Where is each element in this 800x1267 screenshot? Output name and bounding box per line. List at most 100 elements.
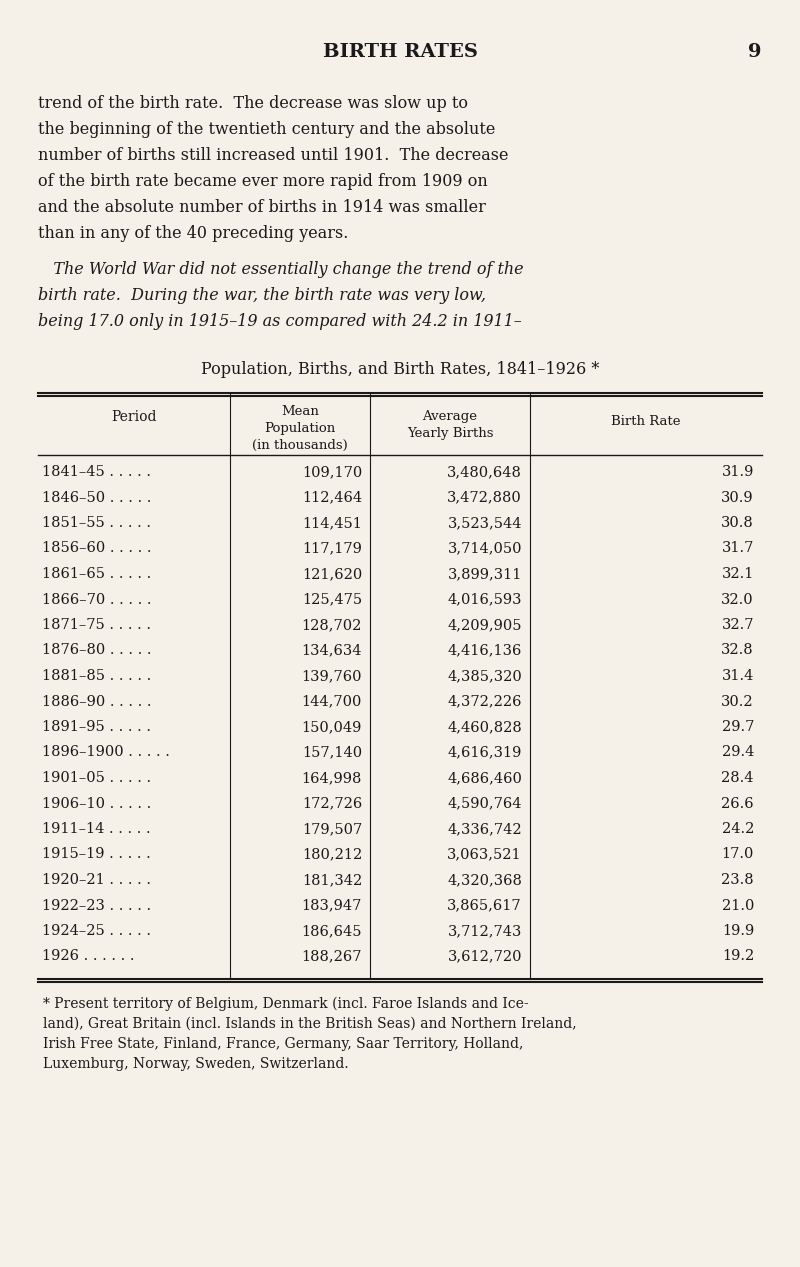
Text: 21.0: 21.0 <box>722 898 754 912</box>
Text: 109,170: 109,170 <box>302 465 362 479</box>
Text: 31.9: 31.9 <box>722 465 754 479</box>
Text: 23.8: 23.8 <box>722 873 754 887</box>
Text: 179,507: 179,507 <box>302 822 362 836</box>
Text: 1856–60 . . . . .: 1856–60 . . . . . <box>42 541 151 555</box>
Text: 3,523,544: 3,523,544 <box>447 516 522 530</box>
Text: 188,267: 188,267 <box>302 949 362 963</box>
Text: 1866–70 . . . . .: 1866–70 . . . . . <box>42 593 151 607</box>
Text: 1922–23 . . . . .: 1922–23 . . . . . <box>42 898 151 912</box>
Text: Irish Free State, Finland, France, Germany, Saar Territory, Holland,: Irish Free State, Finland, France, Germa… <box>43 1036 523 1052</box>
Text: 144,700: 144,700 <box>302 694 362 708</box>
Text: 3,612,720: 3,612,720 <box>447 949 522 963</box>
Text: 117,179: 117,179 <box>302 541 362 555</box>
Text: 32.8: 32.8 <box>722 644 754 658</box>
Text: than in any of the 40 preceding years.: than in any of the 40 preceding years. <box>38 226 348 242</box>
Text: 1861–65 . . . . .: 1861–65 . . . . . <box>42 568 151 582</box>
Text: 1896–1900 . . . . .: 1896–1900 . . . . . <box>42 745 170 759</box>
Text: 1911–14 . . . . .: 1911–14 . . . . . <box>42 822 150 836</box>
Text: Mean
Population
(in thousands): Mean Population (in thousands) <box>252 405 348 452</box>
Text: 4,209,905: 4,209,905 <box>447 618 522 632</box>
Text: 3,472,880: 3,472,880 <box>447 490 522 504</box>
Text: 1891–95 . . . . .: 1891–95 . . . . . <box>42 720 151 734</box>
Text: 139,760: 139,760 <box>302 669 362 683</box>
Text: 28.4: 28.4 <box>722 772 754 786</box>
Text: 24.2: 24.2 <box>722 822 754 836</box>
Text: 31.4: 31.4 <box>722 669 754 683</box>
Text: 29.4: 29.4 <box>722 745 754 759</box>
Text: 1871–75 . . . . .: 1871–75 . . . . . <box>42 618 151 632</box>
Text: number of births still increased until 1901.  The decrease: number of births still increased until 1… <box>38 147 509 163</box>
Text: * Present territory of Belgium, Denmark (incl. Faroe Islands and Ice-: * Present territory of Belgium, Denmark … <box>43 997 529 1011</box>
Text: 4,590,764: 4,590,764 <box>447 797 522 811</box>
Text: 1841–45 . . . . .: 1841–45 . . . . . <box>42 465 151 479</box>
Text: 1846–50 . . . . .: 1846–50 . . . . . <box>42 490 151 504</box>
Text: The World War did not essentially change the trend of the: The World War did not essentially change… <box>38 261 524 277</box>
Text: 180,212: 180,212 <box>302 848 362 862</box>
Text: 1906–10 . . . . .: 1906–10 . . . . . <box>42 797 151 811</box>
Text: 4,686,460: 4,686,460 <box>447 772 522 786</box>
Text: 1924–25 . . . . .: 1924–25 . . . . . <box>42 924 151 938</box>
Text: land), Great Britain (incl. Islands in the British Seas) and Northern Ireland,: land), Great Britain (incl. Islands in t… <box>43 1017 577 1031</box>
Text: 172,726: 172,726 <box>302 797 362 811</box>
Text: and the absolute number of births in 1914 was smaller: and the absolute number of births in 191… <box>38 199 486 215</box>
Text: 30.9: 30.9 <box>722 490 754 504</box>
Text: 30.2: 30.2 <box>722 694 754 708</box>
Text: being 17.0 only in 1915–19 as compared with 24.2 in 1911–: being 17.0 only in 1915–19 as compared w… <box>38 313 522 329</box>
Text: 1920–21 . . . . .: 1920–21 . . . . . <box>42 873 151 887</box>
Text: 3,063,521: 3,063,521 <box>447 848 522 862</box>
Text: trend of the birth rate.  The decrease was slow up to: trend of the birth rate. The decrease wa… <box>38 95 468 111</box>
Text: 3,714,050: 3,714,050 <box>447 541 522 555</box>
Text: Period: Period <box>111 411 157 424</box>
Text: 1881–85 . . . . .: 1881–85 . . . . . <box>42 669 151 683</box>
Text: 3,712,743: 3,712,743 <box>448 924 522 938</box>
Text: the beginning of the twentieth century and the absolute: the beginning of the twentieth century a… <box>38 122 495 138</box>
Text: 32.1: 32.1 <box>722 568 754 582</box>
Text: 9: 9 <box>748 43 762 61</box>
Text: Population, Births, and Birth Rates, 1841–1926 *: Population, Births, and Birth Rates, 184… <box>201 361 599 378</box>
Text: 29.7: 29.7 <box>722 720 754 734</box>
Text: 3,865,617: 3,865,617 <box>447 898 522 912</box>
Text: birth rate.  During the war, the birth rate was very low,: birth rate. During the war, the birth ra… <box>38 288 486 304</box>
Text: 19.2: 19.2 <box>722 949 754 963</box>
Text: 1926 . . . . . .: 1926 . . . . . . <box>42 949 134 963</box>
Text: of the birth rate became ever more rapid from 1909 on: of the birth rate became ever more rapid… <box>38 174 488 190</box>
Text: 4,385,320: 4,385,320 <box>447 669 522 683</box>
Text: 186,645: 186,645 <box>302 924 362 938</box>
Text: Birth Rate: Birth Rate <box>611 416 681 428</box>
Text: 3,480,648: 3,480,648 <box>447 465 522 479</box>
Text: 19.9: 19.9 <box>722 924 754 938</box>
Text: 32.0: 32.0 <box>722 593 754 607</box>
Text: 26.6: 26.6 <box>722 797 754 811</box>
Text: 1915–19 . . . . .: 1915–19 . . . . . <box>42 848 150 862</box>
Text: 4,616,319: 4,616,319 <box>448 745 522 759</box>
Text: 1851–55 . . . . .: 1851–55 . . . . . <box>42 516 151 530</box>
Text: Luxemburg, Norway, Sweden, Switzerland.: Luxemburg, Norway, Sweden, Switzerland. <box>43 1057 349 1071</box>
Text: Average
Yearly Births: Average Yearly Births <box>406 411 494 440</box>
Text: 114,451: 114,451 <box>302 516 362 530</box>
Text: 112,464: 112,464 <box>302 490 362 504</box>
Text: 3,899,311: 3,899,311 <box>448 568 522 582</box>
Text: 4,320,368: 4,320,368 <box>447 873 522 887</box>
Text: 134,634: 134,634 <box>302 644 362 658</box>
Text: 17.0: 17.0 <box>722 848 754 862</box>
Text: 1876–80 . . . . .: 1876–80 . . . . . <box>42 644 151 658</box>
Text: 1886–90 . . . . .: 1886–90 . . . . . <box>42 694 151 708</box>
Text: 4,416,136: 4,416,136 <box>448 644 522 658</box>
Text: 32.7: 32.7 <box>722 618 754 632</box>
Text: 1901–05 . . . . .: 1901–05 . . . . . <box>42 772 151 786</box>
Text: 128,702: 128,702 <box>302 618 362 632</box>
Text: 4,336,742: 4,336,742 <box>447 822 522 836</box>
Text: 121,620: 121,620 <box>302 568 362 582</box>
Text: 150,049: 150,049 <box>302 720 362 734</box>
Text: 4,016,593: 4,016,593 <box>447 593 522 607</box>
Text: 31.7: 31.7 <box>722 541 754 555</box>
Text: 125,475: 125,475 <box>302 593 362 607</box>
Text: 4,372,226: 4,372,226 <box>447 694 522 708</box>
Text: 164,998: 164,998 <box>302 772 362 786</box>
Text: 157,140: 157,140 <box>302 745 362 759</box>
Text: 183,947: 183,947 <box>302 898 362 912</box>
Text: 181,342: 181,342 <box>302 873 362 887</box>
Text: BIRTH RATES: BIRTH RATES <box>322 43 478 61</box>
Text: 30.8: 30.8 <box>722 516 754 530</box>
Text: 4,460,828: 4,460,828 <box>447 720 522 734</box>
